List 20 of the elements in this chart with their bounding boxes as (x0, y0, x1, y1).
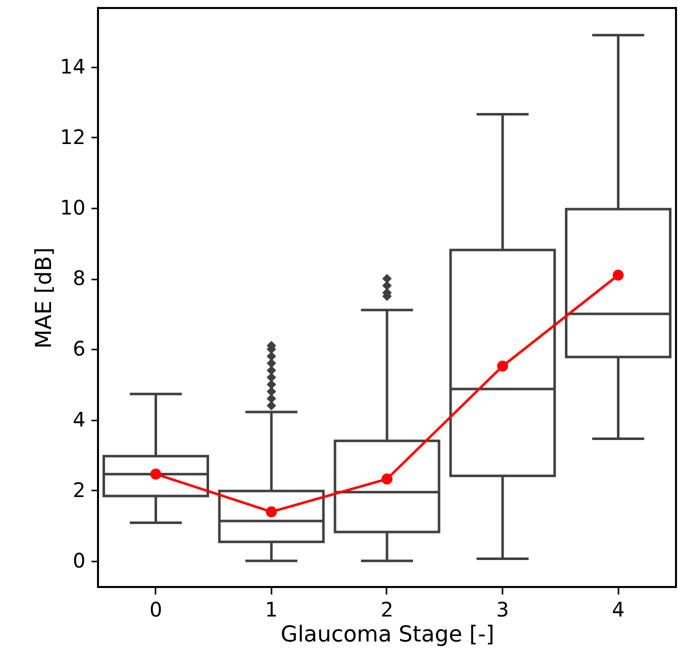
y-tick-label: 2 (72, 478, 86, 502)
y-tick-label: 6 (72, 336, 86, 361)
x-axis-title: Glaucoma Stage [-] (280, 622, 494, 648)
y-tick-label: 10 (60, 196, 86, 220)
x-tick-label: 4 (612, 598, 625, 622)
x-tick-label: 3 (496, 598, 509, 622)
x-tick-label: 0 (149, 598, 162, 622)
point (150, 468, 162, 480)
y-tick-label: 12 (60, 124, 86, 149)
x-tick-label: 2 (380, 598, 394, 622)
point (497, 360, 508, 372)
point (382, 474, 392, 484)
y-tick-label: 0 (72, 548, 86, 572)
x-tick-label: 1 (265, 598, 278, 622)
point (266, 506, 277, 518)
y-axis-title: MAE [dB] (32, 247, 58, 349)
y-tick-label: 14 (60, 54, 86, 78)
y-tick-label: 8 (72, 266, 86, 290)
y-tick-label: 4 (72, 407, 86, 432)
point (612, 270, 624, 281)
